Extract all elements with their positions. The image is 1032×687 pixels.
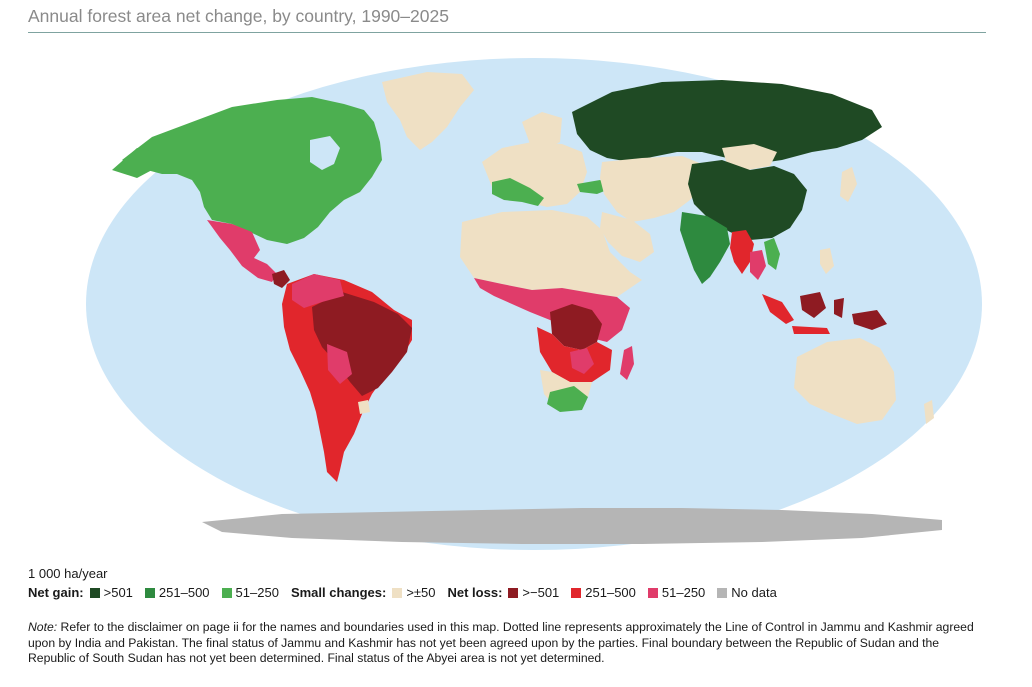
legend-item-gain-251-500: 251–500 — [144, 585, 210, 600]
country-brazil — [312, 292, 412, 396]
legend-item-label: No data — [731, 585, 777, 600]
legend-item-loss-51-250: 51–250 — [647, 585, 706, 600]
country-vietnam — [764, 238, 780, 270]
country-scandinavia — [522, 112, 562, 150]
note-text: Refer to the disclaimer on page ii for t… — [28, 620, 974, 666]
legend-swatch — [647, 587, 658, 598]
country-bolivia — [327, 344, 352, 384]
country-japan — [840, 167, 857, 202]
country-madagascar — [620, 346, 634, 380]
map-title: Annual forest area net change, by countr… — [28, 6, 449, 26]
legend-swatch — [392, 587, 403, 598]
country-philippines — [820, 248, 834, 274]
country-central-america — [272, 270, 290, 288]
legend: Net gain: >501 251–500 51–250 Small chan… — [28, 585, 789, 600]
country-myanmar — [730, 230, 754, 274]
legend-swatch — [144, 587, 155, 598]
country-indonesia-sulawesi — [834, 298, 844, 318]
legend-item-label: 251–500 — [158, 585, 210, 600]
country-australia — [794, 338, 896, 424]
legend-item-no-data: No data — [717, 585, 777, 600]
legend-item-label: >±50 — [406, 585, 436, 600]
legend-item-loss-251-500: 251–500 — [571, 585, 636, 600]
legend-item-small: >±50 — [392, 585, 436, 600]
unit-label: 1 000 ha/year — [28, 566, 108, 581]
country-south-africa — [547, 386, 588, 412]
country-mongolia — [722, 144, 777, 170]
legend-net-gain-label: Net gain: — [28, 585, 84, 600]
legend-item-gain-51-250: 51–250 — [221, 585, 279, 600]
world-map — [86, 58, 982, 550]
legend-item-label: >−501 — [522, 585, 560, 600]
legend-swatch — [221, 587, 232, 598]
title-divider — [28, 32, 986, 33]
country-venezuela — [292, 274, 344, 308]
country-indonesia-sumatra — [762, 294, 794, 324]
legend-item-label: 51–250 — [661, 585, 706, 600]
legend-swatch — [508, 587, 519, 598]
legend-item-label: 251–500 — [585, 585, 636, 600]
legend-swatch — [89, 587, 100, 598]
legend-small-changes-label: Small changes: — [290, 585, 387, 600]
legend-swatch — [571, 587, 582, 598]
country-thailand — [750, 250, 766, 280]
country-new-zealand — [924, 400, 934, 424]
country-new-guinea — [852, 310, 887, 330]
country-russia — [572, 80, 882, 164]
country-uruguay — [358, 400, 370, 414]
antarctica — [202, 508, 942, 544]
legend-net-loss-label: Net loss: — [447, 585, 503, 600]
legend-swatch — [717, 587, 728, 598]
country-mozambique — [570, 348, 594, 374]
country-drc — [550, 304, 602, 350]
country-indonesia-java — [792, 326, 830, 334]
legend-item-label: >501 — [103, 585, 133, 600]
country-china — [688, 160, 807, 240]
note-lead: Note: — [28, 620, 58, 634]
map-note: Note: Refer to the disclaimer on page ii… — [28, 620, 988, 667]
country-africa-north — [460, 210, 642, 297]
country-southern-europe — [492, 178, 544, 206]
country-arabia — [600, 212, 654, 262]
country-greenland — [382, 72, 474, 150]
country-central-asia — [600, 156, 704, 222]
country-alaska — [112, 148, 154, 178]
legend-item-gain-501: >501 — [89, 585, 133, 600]
hudson-bay — [310, 136, 340, 170]
country-mexico — [207, 220, 277, 282]
country-north-america — [122, 97, 382, 244]
country-indonesia-borneo — [800, 292, 826, 318]
country-india — [680, 212, 730, 284]
legend-item-loss-501: >−501 — [508, 585, 559, 600]
legend-item-label: 51–250 — [235, 585, 279, 600]
